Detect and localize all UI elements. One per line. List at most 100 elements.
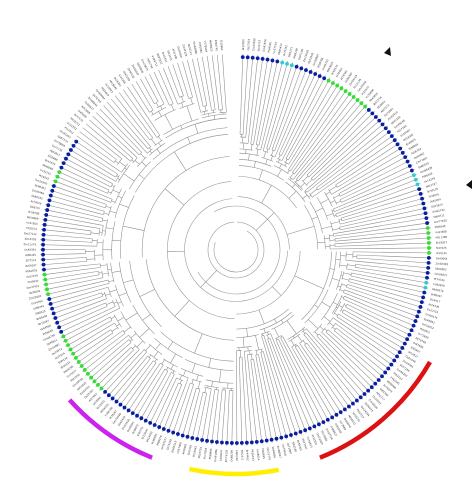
internal-branch: [266, 143, 269, 149]
terminal-branch: [92, 350, 128, 384]
internal-node-arc: [134, 344, 140, 350]
leaf-marker: [289, 433, 293, 437]
internal-branch: [334, 330, 336, 333]
leaf-label: Mt25724: [197, 446, 203, 458]
terminal-branch: [310, 122, 385, 187]
internal-branch: [333, 215, 337, 217]
leaf-marker: [244, 440, 249, 445]
internal-branch: [280, 335, 282, 338]
terminal-branch: [211, 55, 219, 104]
internal-node-arc: [98, 271, 100, 275]
internal-branch: [274, 145, 277, 151]
leaf-marker: [426, 265, 431, 270]
terminal-branch: [158, 69, 173, 102]
leaf-marker: [250, 55, 255, 60]
internal-branch: [117, 155, 122, 160]
internal-node-arc: [332, 295, 343, 314]
internal-branch: [116, 323, 120, 327]
leaf-label: Pt13413: [63, 126, 74, 136]
leaf-label: Sb91329: [390, 115, 402, 126]
internal-branch: [258, 309, 265, 324]
internal-branch: [107, 269, 112, 271]
internal-branch: [304, 344, 310, 352]
clade-yellow-arc: [188, 466, 280, 477]
terminal-branch: [278, 340, 321, 428]
leaf-label: Sb12139: [352, 78, 362, 90]
internal-node-arc: [115, 173, 118, 178]
terminal-branch: [40, 257, 79, 261]
internal-branch: [351, 272, 356, 274]
leaf-marker: [392, 358, 397, 363]
leaf-label: Mt86823: [208, 40, 213, 52]
internal-branch: [320, 198, 329, 204]
leaf-marker: [106, 393, 111, 398]
internal-branch: [286, 320, 297, 334]
leaf-label: Pt78267: [108, 409, 118, 420]
terminal-branch: [341, 212, 429, 230]
leaf-marker: [383, 126, 388, 131]
leaf-marker: [351, 95, 356, 99]
internal-branch: [112, 239, 121, 242]
internal-branch: [130, 333, 137, 339]
internal-branch: [106, 188, 110, 191]
leaf-label: Sb58902: [435, 267, 447, 272]
internal-branch: [325, 331, 331, 336]
internal-branch: [342, 298, 348, 302]
terminal-branch: [296, 94, 356, 171]
leaf-label: Zm83410: [387, 110, 399, 121]
terminal-branch: [337, 242, 432, 247]
internal-branch: [148, 354, 152, 358]
internal-node-arc: [340, 217, 343, 221]
leaf-label: Sb37284: [399, 363, 411, 373]
internal-branch: [134, 154, 138, 159]
internal-branch: [132, 345, 136, 349]
internal-branch: [125, 339, 130, 343]
leaf-label: Vv17805: [202, 447, 208, 459]
internal-branch: [141, 349, 145, 352]
leaf-label: Os89827: [329, 425, 338, 437]
internal-branch: [343, 292, 346, 294]
internal-branch: [297, 335, 303, 342]
clade-red-arc: [319, 360, 432, 460]
internal-branch: [174, 96, 179, 105]
internal-node-arc: [98, 228, 101, 236]
leaf-label: Os10637: [371, 394, 382, 405]
leaf-label: Sb76765: [92, 93, 103, 104]
leaf-marker: [41, 247, 45, 252]
internal-branch: [179, 380, 182, 384]
internal-branch: [109, 289, 117, 293]
internal-branch: [292, 170, 295, 173]
internal-branch: [163, 369, 166, 372]
internal-branch: [191, 384, 194, 389]
leaf-label: Gm20058: [356, 80, 367, 93]
leaf-marker: [421, 295, 425, 300]
internal-branch: [327, 329, 333, 334]
internal-branch: [299, 342, 303, 348]
internal-branch: [311, 173, 317, 179]
leaf-label: Zm11274: [23, 242, 36, 246]
terminal-branch: [41, 224, 85, 231]
leaf-marker: [398, 146, 403, 151]
internal-node-arc: [167, 181, 235, 319]
internal-branch: [149, 150, 152, 154]
internal-node-arc: [339, 227, 341, 230]
internal-node-arc: [179, 103, 195, 109]
leaf-label: Br12025: [95, 399, 106, 410]
leaf-label: Zm40174: [425, 312, 439, 320]
internal-branch: [197, 388, 201, 397]
internal-branch: [102, 219, 108, 222]
internal-branch: [267, 338, 269, 342]
internal-node-arc: [204, 384, 219, 389]
terminal-branch: [339, 146, 403, 187]
terminal-branch: [79, 131, 115, 158]
terminal-branch: [262, 358, 283, 441]
leaf-marker: [317, 74, 322, 78]
terminal-branch: [42, 271, 97, 281]
leaf-marker: [423, 211, 428, 216]
internal-branch: [250, 144, 253, 151]
internal-node-arc: [237, 196, 290, 250]
internal-branch: [331, 191, 336, 195]
leaf-label: Gm84684: [95, 88, 107, 101]
internal-node-arc: [147, 148, 153, 154]
internal-branch: [260, 352, 263, 360]
